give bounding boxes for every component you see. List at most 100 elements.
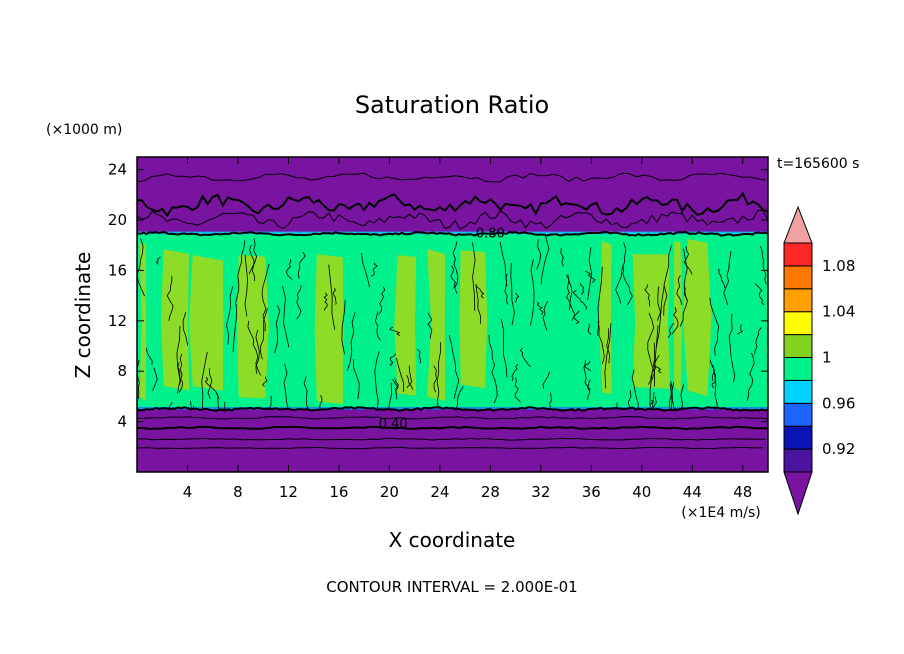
colorbar-segment [783,311,813,336]
contour-upper-thin [137,210,768,230]
contour-scribble [622,265,633,306]
contour-scribble [736,324,744,335]
contour-scribble [332,287,337,305]
contour-scribble [709,297,720,356]
contour-scribble [452,241,459,294]
lime-streak [237,254,269,399]
colorbar-under-triangle [783,471,813,516]
contour-scribble [361,252,370,288]
contour-scribble [514,292,520,303]
lime-streak [188,255,224,391]
chart-title: Saturation Ratio [355,91,549,119]
contour-scribble [283,363,289,410]
contour-scribble [500,318,508,378]
contour-scribble [663,245,672,316]
contour-scribble [244,254,249,317]
plot-frame [136,156,769,473]
contour-scribble [530,259,535,326]
y-units-label: (×1000 m) [46,122,122,138]
contour-value-label: 0.80 [476,227,505,242]
contour-scribble [396,357,405,392]
contour-scribble [303,376,310,410]
x-tick-label: 48 [733,483,752,501]
contour-scribble [668,381,673,408]
x-tick-label: 12 [279,483,298,501]
y-tick-label: 4 [117,413,127,431]
contour-scribble [754,283,765,306]
contour-scribble [182,312,189,346]
contour-scribble [519,347,531,367]
contour-plot-area [137,157,768,472]
contour-scribble [583,360,591,391]
x-tick-label: 32 [531,483,550,501]
contour-scribble [389,353,396,367]
contour-scribble [328,264,336,330]
colorbar-segment [783,402,813,427]
colorbar-segment [783,334,813,359]
contour-scribble [217,393,225,410]
lime-streak [314,254,344,404]
contour-scribble [146,347,153,366]
contour-scribble [587,323,592,335]
contour-scribble [728,313,736,383]
contour-scribble [676,275,682,305]
contour-scribble [613,402,618,410]
contour-interval-label: CONTOUR INTERVAL = 2.000E-01 [326,578,577,596]
contour-scribble [249,244,255,282]
contour-scribble [346,312,356,372]
colorbar-tick-label: 1.04 [822,303,855,321]
contour-scribble [604,323,612,389]
contour-scribble [654,325,659,387]
contour-scribble [597,321,605,365]
contour-scribble [606,328,611,364]
colorbar-tick-label: 0.92 [822,440,855,458]
contour-scribble [394,378,400,396]
colorbar-segment [783,448,813,473]
contour-scribble [224,401,226,410]
contour-scribble [450,265,456,289]
contour-lower-1 [137,416,768,420]
contour-scribble [472,242,476,312]
contour-scribble [570,407,574,410]
contour-scribble [226,286,234,345]
colorbar-tick-label: 1.08 [822,257,855,275]
contour-scribble [370,262,378,277]
contour-scribble [647,312,656,380]
x-axis-label: X coordinate [389,528,516,552]
y-axis-ticks: 4 8 12 16 20 24 [108,161,768,431]
contour-scribble [504,273,508,305]
contour-scribble [416,348,422,364]
colorbar-tick-label: 1 [822,349,832,367]
contour-scribble [580,283,585,295]
contour-scribble [297,251,306,279]
colorbar-tick-label: 0.96 [822,394,855,412]
lime-streak [139,242,147,402]
contour-scribble [676,383,685,410]
contour-scribble [374,311,381,341]
contour-scribble [259,308,268,360]
contour-scribble [155,256,161,265]
contour-scribble [584,360,592,372]
x-tick-label: 36 [582,483,601,501]
lime-streak [161,249,190,391]
contour-scribble [655,286,665,348]
contour-scribble [374,351,380,410]
contour-scribble [352,359,360,400]
contour-scribble [166,275,174,321]
contour-scribble [391,378,399,400]
contour-scribble [615,242,627,304]
contour-scribble [265,395,272,410]
contour-scribble [649,399,655,410]
colorbar: 0.92 0.96 1 1.04 1.08 [783,205,855,516]
x-tick-label: 44 [683,483,702,501]
contour-scribble [760,246,767,285]
contour-layer-top [137,231,768,237]
contour-scribble [387,382,392,410]
contour-scribble [436,341,441,410]
x-units-label: (×1E4 m/s) [681,505,760,521]
contour-scribble [448,335,460,399]
x-tick-label: 16 [329,483,348,501]
contour-lower-4 [137,446,764,450]
x-tick-label: 4 [183,483,193,501]
